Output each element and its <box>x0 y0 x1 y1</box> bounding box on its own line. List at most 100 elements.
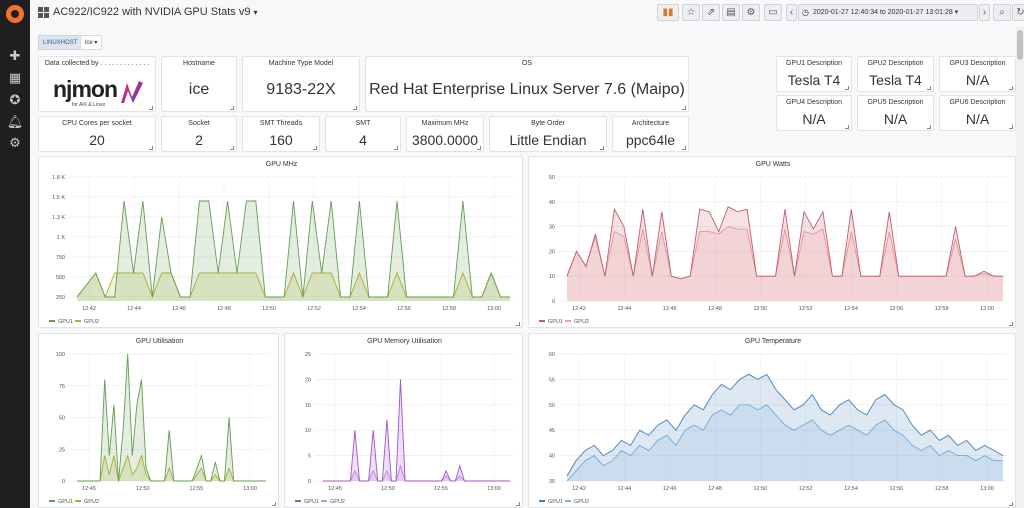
zoom-out-button[interactable]: ⌕ <box>993 4 1011 21</box>
legend-label: GPU2 <box>574 319 589 325</box>
panel-title: Machine Type Model <box>268 60 334 67</box>
gpu6-description-panel: GPU6 Description N/A <box>939 95 1016 131</box>
gpu-memory-chart: GPU Memory Utilisation 25 20 15 10 5 0 12:45 12:… <box>295 338 514 505</box>
panel-title: Hostname <box>183 60 215 67</box>
resize-handle[interactable] <box>272 502 276 506</box>
panel-title: Maximum MHz <box>421 120 469 127</box>
resize-handle[interactable] <box>600 146 604 150</box>
y-tick-label: 20 <box>305 377 311 383</box>
machine-type-panel: Machine Type Model 9183-22X <box>242 56 360 112</box>
dashboard-title-text: AC922/IC922 with NVIDIA GPU Stats v9 <box>53 6 251 18</box>
panel-title: GPU4 Description <box>785 99 843 106</box>
time-range-picker[interactable]: ◷ 2020-01-27 12:40:34 to 2020-01-27 13:0… <box>798 4 978 21</box>
smt-value: 4 <box>359 132 367 148</box>
x-tick-label: 12:50 <box>262 306 276 312</box>
apps-grid-icon[interactable] <box>38 7 49 18</box>
save-button[interactable]: ▤ <box>722 4 740 21</box>
resize-handle[interactable] <box>149 106 153 110</box>
y-tick-label: 0 <box>552 299 555 305</box>
series-area-gpu2 <box>567 226 1003 301</box>
y-tick-label: 10 <box>305 428 311 434</box>
time-back-button[interactable]: ‹ <box>786 4 797 21</box>
panel-title: Architecture <box>631 120 670 127</box>
resize-handle[interactable] <box>394 146 398 150</box>
monitor-icon: ▭ <box>768 7 778 18</box>
resize-handle[interactable] <box>1009 125 1013 129</box>
legend-label: GPU1 <box>58 319 73 325</box>
series-area-gpu1 <box>77 354 266 481</box>
panel-title: SMT <box>355 120 371 127</box>
page-scrollbar[interactable] <box>1016 27 1024 508</box>
share-button[interactable]: ⇗ <box>702 4 720 21</box>
cpu-cores-panel: CPU Cores per socket 20 <box>38 116 156 152</box>
hostname-panel: Hostname ice <box>161 56 237 112</box>
resize-handle[interactable] <box>516 502 520 506</box>
resize-handle[interactable] <box>845 125 849 129</box>
x-tick-label: 12:45 <box>82 486 96 492</box>
x-tick-label: 12:44 <box>617 306 631 312</box>
gpu-watts-panel: GPU Watts 50 40 30 20 10 0 12:42 12:44 12:46 12:48… <box>528 156 1016 328</box>
panel-title: GPU2 Description <box>867 60 924 67</box>
series-line-gpu1 <box>566 206 1003 280</box>
resize-handle[interactable] <box>845 86 849 90</box>
gear-icon[interactable]: ⚙ <box>9 135 21 150</box>
resize-handle[interactable] <box>927 125 931 129</box>
resize-handle[interactable] <box>927 86 931 90</box>
y-tick-label: 25 <box>59 447 65 453</box>
resize-handle[interactable] <box>516 322 520 326</box>
explore-icon[interactable]: ✪ <box>9 92 21 107</box>
x-tick-label: 12:58 <box>935 486 949 492</box>
gpu1-description-value: Tesla T4 <box>787 72 841 88</box>
dashboards-icon[interactable]: ▦ <box>8 70 22 85</box>
legend-label: GPU2 <box>330 499 345 505</box>
y-tick-label: 40 <box>549 200 555 206</box>
y-tick-label: 0 <box>62 479 65 485</box>
resize-handle[interactable] <box>477 146 481 150</box>
dashboard-title[interactable]: AC922/IC922 with NVIDIA GPU Stats v9 ▾ <box>53 6 258 18</box>
resize-handle[interactable] <box>1009 86 1013 90</box>
architecture-value: ppc64le <box>625 132 676 148</box>
plus-icon[interactable]: ✚ <box>9 48 21 63</box>
linuxhost-variable-select[interactable]: ice ▾ <box>80 35 103 50</box>
time-forward-button[interactable]: › <box>979 4 990 21</box>
alert-bell-icon[interactable]: 🔔︎ <box>6 114 24 129</box>
resize-handle[interactable] <box>1009 502 1013 506</box>
resize-handle[interactable] <box>682 146 686 150</box>
gpu3-description-panel: GPU3 Description N/A <box>939 56 1016 92</box>
tv-mode-button[interactable]: ▭ <box>764 4 782 21</box>
chart-title: GPU Memory Utilisation <box>367 338 442 345</box>
y-tick-label: 25 <box>305 352 311 358</box>
os-value: Red Hat Enterprise Linux Server 7.6 (Mai… <box>369 81 685 98</box>
grafana-logo-icon[interactable] <box>6 5 24 23</box>
resize-handle[interactable] <box>682 106 686 110</box>
x-tick-label: 12:52 <box>799 306 813 312</box>
resize-handle[interactable] <box>149 146 153 150</box>
y-tick-label: 250 <box>56 295 65 301</box>
series-area-gpu1 <box>567 206 1003 301</box>
x-tick-label: 12:50 <box>753 306 767 312</box>
resize-handle[interactable] <box>230 146 234 150</box>
chevron-left-icon: ‹ <box>789 7 794 18</box>
x-tick-label: 12:45 <box>328 486 342 492</box>
socket-value: 2 <box>195 132 203 148</box>
refresh-button[interactable]: ↻▾ <box>1012 4 1024 21</box>
chart-title: GPU MHz <box>266 161 298 168</box>
y-tick-label: 60 <box>549 352 555 358</box>
settings-button[interactable]: ⚙ <box>742 4 760 21</box>
gpu-temperature-chart: GPU Temperature 60 55 50 45 40 35 12:42 12:44 12:… <box>539 338 1007 505</box>
add-panel-button[interactable]: ▮▮ <box>657 4 679 21</box>
time-range-text: 2020-01-27 12:40:34 to 2020-01-27 13:01:… <box>813 9 959 16</box>
zoom-out-icon: ⌕ <box>999 7 1005 18</box>
resize-handle[interactable] <box>353 106 357 110</box>
data-collected-by-panel: Data collected by . . . . . . . . . . . … <box>38 56 156 112</box>
x-tick-label: 12:42 <box>572 306 586 312</box>
gpu2-description-value: Tesla T4 <box>869 72 922 88</box>
page-scrollbar-thumb[interactable] <box>1017 30 1023 60</box>
resize-handle[interactable] <box>313 146 317 150</box>
gpu2-description-panel: GPU2 Description Tesla T4 <box>857 56 934 92</box>
star-button[interactable]: ☆ <box>682 4 700 21</box>
panel-title: Data collected by . . . . . . . . . . . … <box>44 60 150 67</box>
resize-handle[interactable] <box>1009 322 1013 326</box>
resize-handle[interactable] <box>230 106 234 110</box>
x-tick-label: 13:00 <box>980 486 994 492</box>
